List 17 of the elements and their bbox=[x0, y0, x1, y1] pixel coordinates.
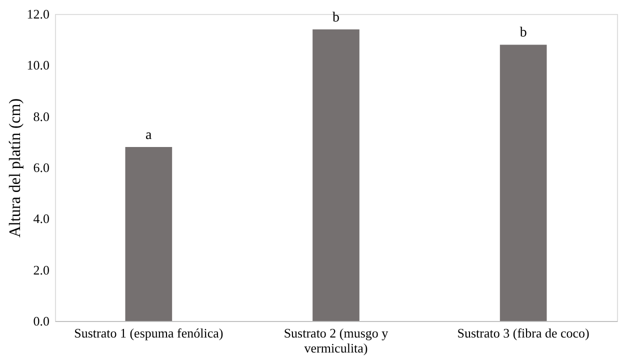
y-tick-label: 12.0 bbox=[26, 6, 50, 22]
annotation: b bbox=[520, 26, 527, 41]
x-tick-label: Sustrato 3 (fibra de coco) bbox=[457, 326, 590, 340]
y-tick-label: 8.0 bbox=[33, 108, 50, 124]
annotation: b bbox=[332, 10, 340, 26]
y-tick-label: 0.0 bbox=[33, 314, 50, 328]
y-tick-label: 4.0 bbox=[33, 211, 50, 226]
bar bbox=[312, 29, 360, 321]
y-tick-label: 2.0 bbox=[33, 262, 50, 278]
x-tick-label: Sustrato 1 (espuma fenólica) bbox=[74, 326, 224, 340]
bar bbox=[500, 44, 547, 321]
bar bbox=[125, 147, 172, 321]
annotation: a bbox=[146, 128, 153, 144]
y-axis-title: Altura del platín (cm) bbox=[6, 98, 24, 238]
y-tick-label: 10.0 bbox=[26, 58, 50, 73]
x-tick-label: Sustrato 2 (musgo y vermiculita) bbox=[284, 326, 389, 356]
y-tick-label: 6.0 bbox=[33, 160, 50, 175]
